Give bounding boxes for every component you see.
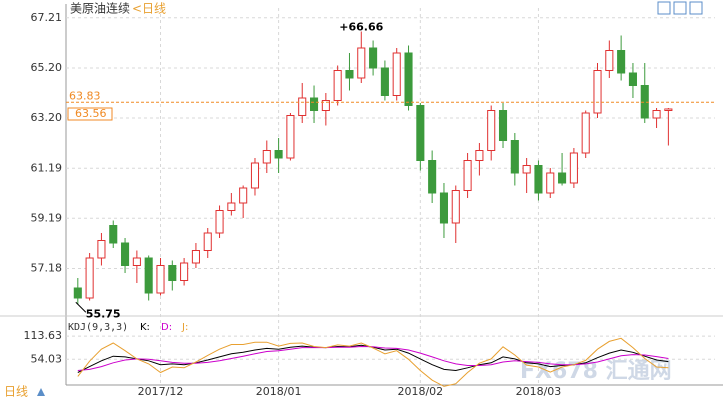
min-label: 55.75 bbox=[86, 307, 121, 320]
candle-body bbox=[250, 162, 260, 189]
candle-body bbox=[581, 112, 590, 154]
indicator-label: KDJ(9,3,3) bbox=[68, 322, 128, 333]
candle-body bbox=[85, 257, 94, 299]
max-label: +66.66 bbox=[339, 21, 383, 34]
toolbar-icon[interactable] bbox=[673, 1, 687, 15]
candle-body bbox=[392, 52, 401, 96]
candle-body bbox=[345, 70, 354, 79]
candle-body bbox=[428, 160, 437, 194]
candle-body bbox=[439, 192, 449, 224]
candle-body bbox=[369, 47, 378, 69]
candle-body bbox=[628, 72, 637, 86]
candle-body bbox=[132, 257, 141, 266]
candle-body bbox=[416, 105, 425, 161]
candle-body bbox=[298, 97, 307, 116]
chart-subtitle: <日线 bbox=[132, 2, 166, 16]
period-button[interactable]: 日线 bbox=[4, 385, 28, 399]
kdj-line bbox=[77, 345, 669, 371]
candle-body bbox=[510, 140, 519, 174]
chart-title: 美原油连续 bbox=[70, 1, 130, 16]
candle-body bbox=[286, 115, 295, 159]
candle-body bbox=[617, 50, 626, 74]
current-price-label: 63.83 bbox=[69, 89, 101, 102]
last-close-label: 63.56 bbox=[75, 107, 107, 120]
last-close-box bbox=[67, 107, 113, 121]
candle-body bbox=[333, 70, 342, 101]
candle-body bbox=[227, 202, 236, 211]
candle-body bbox=[121, 242, 130, 266]
candle-body bbox=[180, 262, 189, 281]
toolbar-icon[interactable] bbox=[689, 1, 703, 15]
min-pointer bbox=[75, 301, 87, 313]
candle-body bbox=[404, 52, 413, 106]
candle-body bbox=[498, 110, 508, 141]
candle-body bbox=[487, 110, 496, 151]
candle-body bbox=[262, 150, 271, 164]
candle-body bbox=[463, 160, 472, 191]
candle-body bbox=[144, 257, 153, 294]
candle-body bbox=[605, 50, 614, 71]
candle-body bbox=[451, 190, 460, 224]
candle-body bbox=[380, 67, 389, 96]
candle-body bbox=[274, 150, 283, 159]
candle-body bbox=[203, 232, 212, 251]
y-tick-label: 57.18 bbox=[31, 262, 63, 275]
x-tick-label: 2018/02 bbox=[397, 385, 443, 398]
kdj-line bbox=[77, 337, 669, 387]
y-tick-label: 61.19 bbox=[31, 161, 63, 174]
y-tick-label: 113.63 bbox=[24, 329, 63, 342]
y-tick-label: 65.20 bbox=[31, 61, 63, 74]
candle-body bbox=[168, 265, 177, 281]
y-tick-label: 63.20 bbox=[31, 111, 63, 124]
legend-label: K: bbox=[140, 322, 150, 333]
y-tick-label: 54.03 bbox=[31, 352, 63, 365]
x-tick-label: 2017/12 bbox=[138, 385, 184, 398]
candle-body bbox=[309, 97, 319, 111]
candle-body bbox=[546, 172, 555, 194]
y-tick-label: 59.19 bbox=[31, 211, 63, 224]
legend-label: D: bbox=[161, 322, 172, 333]
candle-body bbox=[321, 100, 330, 111]
candle-body bbox=[569, 152, 578, 184]
candle-body bbox=[215, 210, 224, 234]
x-tick-label: 2018/01 bbox=[256, 385, 302, 398]
candle-body bbox=[558, 172, 567, 184]
toolbar bbox=[657, 1, 703, 15]
candle-body bbox=[156, 265, 165, 294]
candle-body bbox=[664, 108, 673, 111]
candle-body bbox=[357, 47, 366, 79]
x-tick-label: 2018/03 bbox=[516, 385, 562, 398]
legend-label: J: bbox=[181, 322, 188, 333]
candle-body bbox=[534, 165, 543, 194]
period-arrow[interactable] bbox=[37, 388, 45, 396]
candle-body bbox=[652, 110, 661, 119]
candle-body bbox=[593, 70, 602, 114]
toolbar-icon[interactable] bbox=[657, 1, 671, 15]
candle-body bbox=[109, 225, 118, 244]
candle-body bbox=[475, 150, 484, 161]
y-tick-label: 67.21 bbox=[31, 11, 63, 24]
candle-body bbox=[191, 250, 200, 264]
candle-body bbox=[239, 187, 248, 204]
candle-body bbox=[73, 287, 82, 299]
candle-body bbox=[97, 240, 106, 259]
candle-body bbox=[522, 165, 531, 174]
